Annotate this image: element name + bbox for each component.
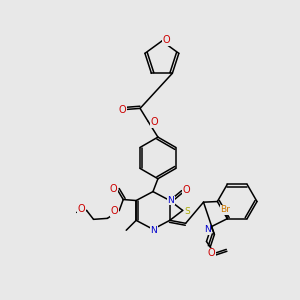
Text: O: O	[110, 206, 118, 216]
Text: O: O	[110, 184, 117, 194]
Text: O: O	[162, 35, 170, 45]
Text: Br: Br	[220, 205, 230, 214]
Text: O: O	[208, 248, 215, 258]
Text: O: O	[183, 184, 190, 195]
Text: N: N	[167, 196, 174, 205]
Text: O: O	[150, 117, 158, 127]
Text: S: S	[185, 207, 191, 216]
Text: N: N	[151, 226, 157, 235]
Text: O: O	[118, 105, 126, 116]
Text: O: O	[78, 204, 86, 214]
Text: N: N	[204, 225, 211, 234]
